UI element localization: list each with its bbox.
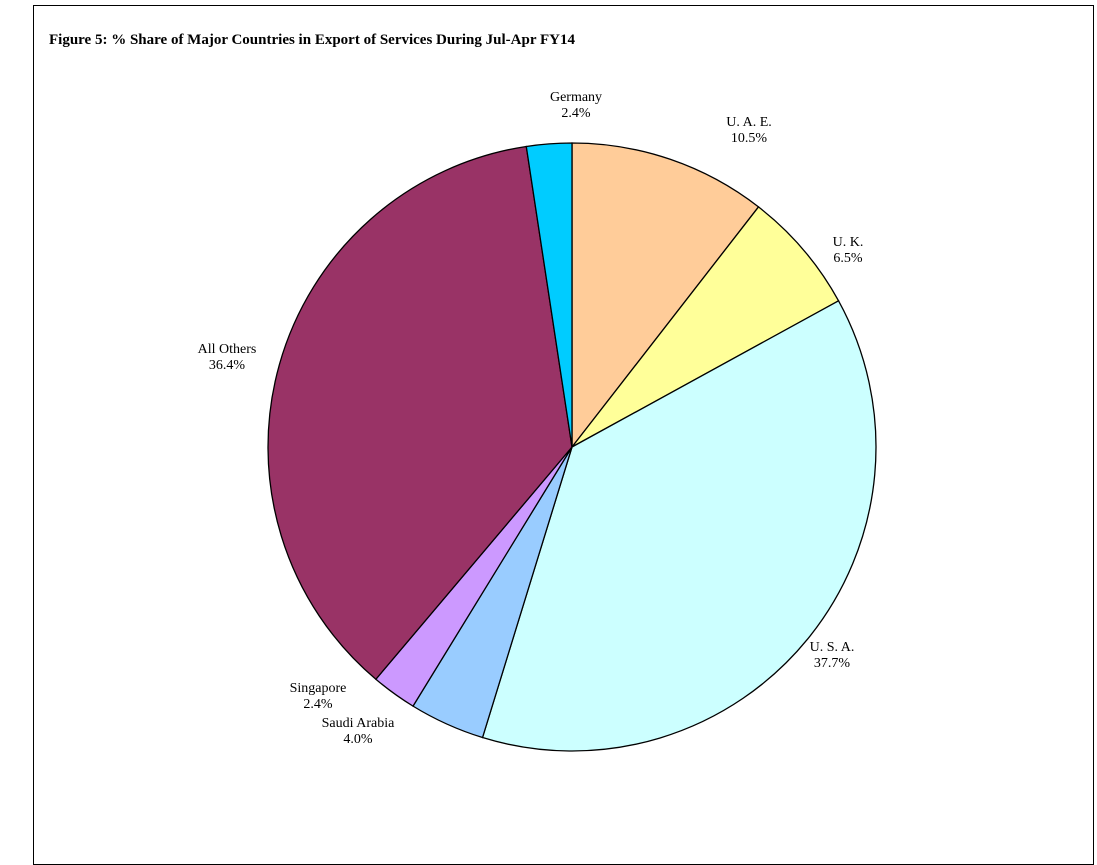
pie-slices bbox=[267, 142, 877, 752]
pie-slice-u-k bbox=[571, 206, 840, 448]
slice-value-label: 6.5% bbox=[833, 251, 863, 266]
pie-labels: U. A. E.10.5% U. K.6.5% U. S. A.37.7% Saudi… bbox=[198, 90, 864, 747]
pie-slice-u-a-e bbox=[571, 142, 760, 449]
slice-label: U. K. bbox=[833, 235, 864, 250]
slice-label: All Others bbox=[198, 342, 257, 357]
pie-slice-all-others bbox=[267, 145, 573, 681]
slice-label: U. S. A. bbox=[810, 640, 855, 655]
slice-value-label: 2.4% bbox=[561, 106, 591, 121]
pie-chart: U. A. E.10.5% U. K.6.5% U. S. A.37.7% Saudi… bbox=[198, 90, 877, 752]
slice-label: U. A. E. bbox=[726, 115, 772, 130]
slice-value-label: 2.4% bbox=[303, 697, 333, 712]
chart-title: Figure 5: % Share of Major Countries in … bbox=[49, 32, 575, 48]
slice-value-label: 37.7% bbox=[814, 656, 851, 671]
slice-label: Saudi Arabia bbox=[322, 716, 395, 731]
slice-value-label: 10.5% bbox=[731, 131, 768, 146]
slice-value-label: 4.0% bbox=[343, 732, 373, 747]
pie-slice-u-s-a bbox=[481, 299, 877, 752]
slice-label: Singapore bbox=[290, 681, 347, 696]
pie-slice-germany bbox=[525, 142, 573, 448]
slice-value-label: 36.4% bbox=[209, 358, 246, 373]
slice-label: Germany bbox=[550, 90, 602, 105]
